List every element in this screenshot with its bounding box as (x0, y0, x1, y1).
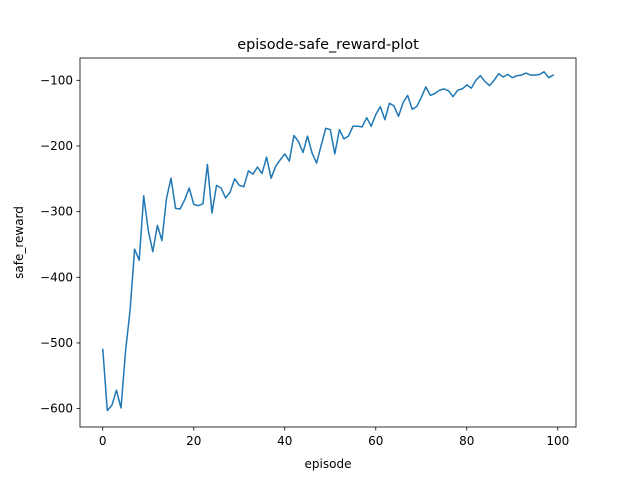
y-tick-label: −200 (40, 139, 73, 153)
x-axis-label: episode (305, 457, 352, 471)
axes-frame (79, 57, 577, 428)
y-axis: −600 −500 −400 −300 −200 −100 (40, 73, 80, 416)
plot-area (79, 57, 577, 428)
y-tick-label: −400 (40, 270, 73, 284)
y-tick-label: −600 (40, 402, 73, 416)
x-tick-label: 60 (368, 434, 383, 448)
series-line (101, 71, 555, 412)
chart-title: episode-safe_reward-plot (237, 37, 419, 53)
x-tick-label: 0 (99, 434, 107, 448)
y-tick-label: −500 (40, 336, 73, 350)
y-axis-label: safe_reward (12, 206, 26, 279)
x-axis: 0 20 40 60 80 100 (99, 427, 569, 448)
data-points (103, 72, 553, 411)
x-tick-label: 20 (186, 434, 201, 448)
x-tick-label: 100 (546, 434, 569, 448)
x-tick-label: 80 (459, 434, 474, 448)
x-tick-label: 40 (277, 434, 292, 448)
y-tick-label: −300 (40, 205, 73, 219)
y-tick-label: −100 (40, 73, 73, 87)
